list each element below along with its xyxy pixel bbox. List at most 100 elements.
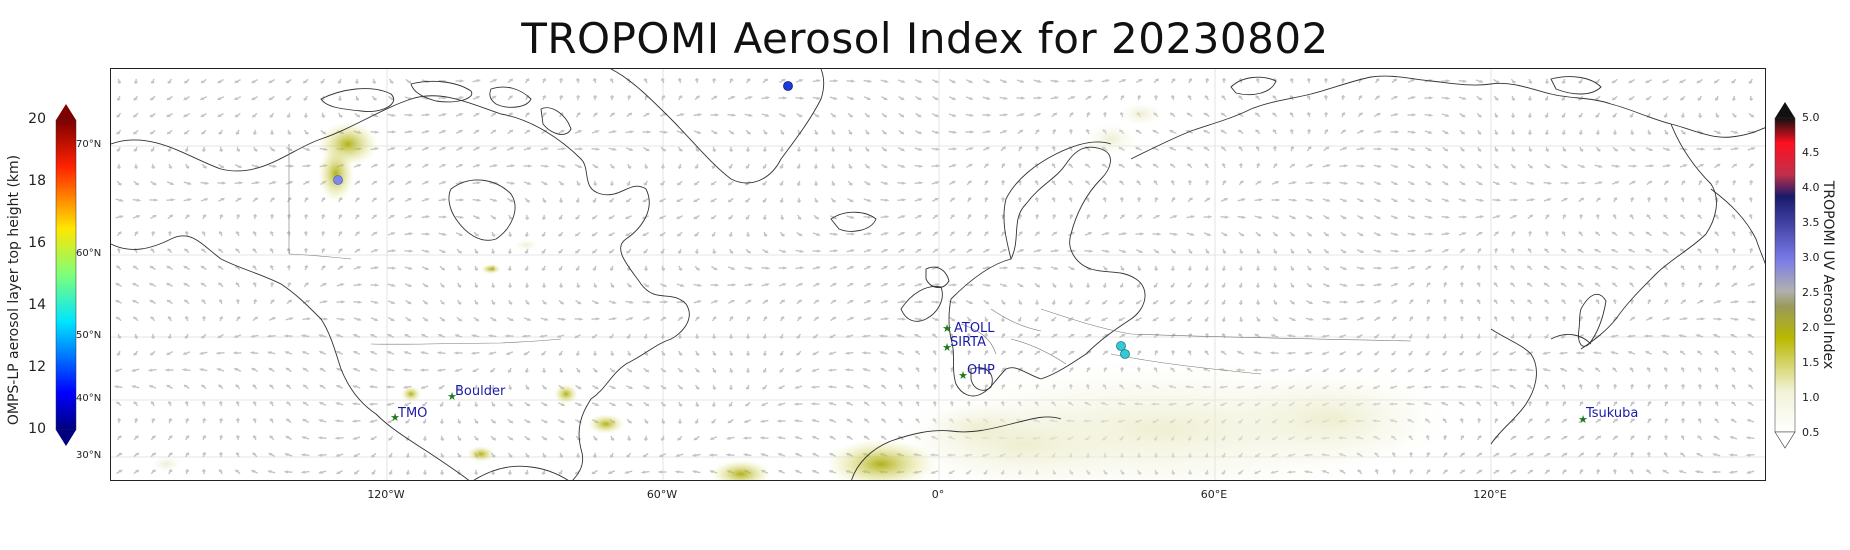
wind-arrow-head	[776, 419, 782, 423]
wind-arrow-head	[1408, 353, 1413, 356]
wind-arrow-head	[1001, 163, 1006, 166]
wind-arrow-head	[951, 97, 957, 101]
wind-arrow-head	[1748, 384, 1752, 388]
wind-arrow-head	[593, 353, 598, 357]
wind-arrow-head	[543, 182, 548, 186]
wind-arrow-head	[1544, 230, 1549, 234]
wind-arrow-head	[796, 166, 801, 170]
wind-arrow-head	[1646, 114, 1651, 119]
wind-arrow-head	[610, 94, 615, 98]
wind-arrow-head	[779, 369, 784, 373]
wind-arrow-head	[934, 248, 939, 252]
wind-arrow-head	[1595, 383, 1600, 387]
wind-arrow-head	[1734, 147, 1740, 151]
wind-arrow-head	[149, 131, 154, 135]
wind-arrow-head	[845, 401, 851, 405]
wind-arrow-head	[848, 165, 853, 169]
wind-arrow-head	[1543, 265, 1548, 269]
wind-arrow-head	[167, 248, 172, 252]
wind-arrow-head	[1309, 317, 1315, 321]
wind-arrow-head	[436, 368, 442, 372]
wind-arrow-head	[286, 247, 291, 251]
wind-arrow-head	[1528, 81, 1533, 84]
aerosol-plumes	[151, 102, 1163, 480]
wind-arrow-head	[442, 181, 447, 184]
wind-arrow-head	[984, 350, 989, 353]
wind-arrow-head	[1493, 282, 1498, 286]
wind-arrow-head	[305, 180, 311, 184]
wind-arrow-head	[1411, 232, 1417, 236]
wind-arrow-head	[1511, 115, 1516, 119]
wind-arrow-head	[1220, 129, 1225, 133]
wind-arrow-head	[559, 77, 564, 81]
wind-arrow-head	[729, 251, 734, 254]
wind-arrow-head	[1256, 251, 1261, 254]
wind-arrow-head	[611, 386, 616, 390]
tropomi-tick: 3.0	[1802, 251, 1820, 264]
wind-arrow-head	[1562, 315, 1567, 319]
wind-arrow-head	[152, 182, 157, 186]
wind-arrow-head	[714, 113, 720, 117]
wind-arrow-head	[969, 113, 975, 117]
wind-arrow-head	[1645, 350, 1650, 354]
omps-tick: 14	[28, 297, 46, 313]
wind-arrow-head	[917, 131, 923, 135]
wind-arrow-head	[576, 369, 581, 373]
wind-arrow-head	[218, 469, 223, 473]
wind-arrow-head	[627, 94, 632, 99]
wind-arrow-head	[1595, 299, 1600, 302]
wind-arrow-head	[201, 131, 205, 135]
wind-arrow-head	[918, 283, 923, 287]
wind-arrow-head	[217, 114, 222, 118]
wind-arrow-head	[1445, 114, 1450, 117]
wind-arrow-head	[1394, 147, 1400, 151]
wind-arrow-head	[1610, 248, 1616, 252]
wind-arrow-head	[1272, 129, 1277, 132]
wind-arrow-head	[135, 469, 140, 473]
wind-arrow-head	[1018, 146, 1023, 150]
wind-arrow-head	[1646, 451, 1651, 455]
wind-arrow-head	[935, 147, 941, 151]
wind-arrow-head	[1544, 315, 1549, 319]
wind-arrow-head	[1731, 401, 1736, 405]
wind-arrow-head	[525, 285, 530, 289]
wind-arrow-head	[424, 318, 429, 322]
wind-arrow-head	[1473, 368, 1479, 372]
wind-arrow-head	[865, 148, 870, 152]
wind-arrow-head	[594, 301, 600, 305]
wind-arrow-head	[969, 97, 974, 100]
wind-arrow-head	[1578, 299, 1583, 302]
wind-arrow-head	[166, 265, 171, 269]
wind-arrow-head	[269, 114, 274, 118]
wind-arrow-head	[286, 230, 291, 234]
wind-arrow-head	[184, 230, 189, 235]
wind-arrow-head	[422, 472, 427, 476]
wind-arrow-head	[780, 217, 785, 221]
wind-arrow-head	[1596, 468, 1601, 473]
wind-arrow-head	[357, 300, 363, 304]
wind-arrow-head	[986, 266, 992, 270]
wind-arrow-head	[1426, 299, 1431, 303]
wind-arrow-head	[474, 420, 479, 424]
wind-arrow-head	[678, 149, 683, 152]
wind-arrow-head	[338, 231, 343, 234]
wind-arrow-head	[1087, 95, 1092, 99]
wind-arrow-head	[628, 112, 633, 116]
wind-arrow-head	[1393, 199, 1398, 203]
wind-arrow-head	[932, 333, 936, 337]
wind-arrow-head	[662, 403, 666, 407]
wind-arrow-head	[884, 198, 890, 202]
wind-arrow-head	[1445, 199, 1450, 202]
wind-arrow-head	[1510, 400, 1515, 405]
wind-arrow-head	[251, 469, 256, 473]
wind-arrow-head	[523, 352, 528, 356]
wind-arrow-head	[985, 248, 990, 252]
wind-arrow-head	[300, 334, 306, 338]
wind-arrow-head	[458, 164, 464, 167]
wind-arrow-head	[986, 130, 992, 134]
wind-arrow-head	[1715, 282, 1720, 285]
wind-arrow-head	[1428, 96, 1434, 100]
wind-arrow-head	[1119, 285, 1124, 288]
omps-point	[783, 81, 793, 91]
wind-arrow-head	[849, 316, 855, 320]
